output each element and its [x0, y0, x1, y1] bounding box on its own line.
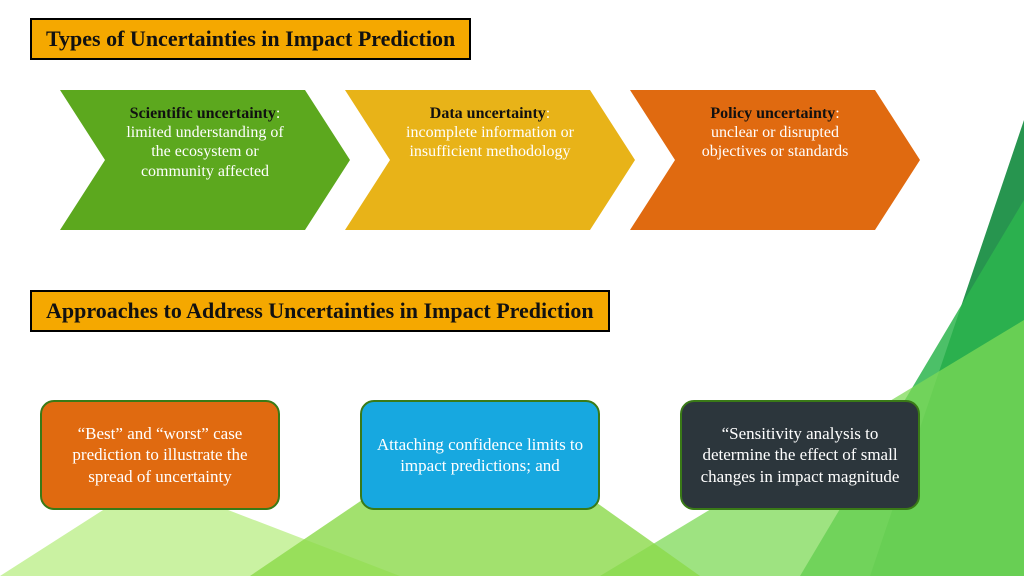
- chevron-0: Scientific uncertainty: limited understa…: [60, 90, 350, 230]
- approach-card-0: “Best” and “worst” case prediction to il…: [40, 400, 280, 510]
- approach-card-2: “Sensitivity analysis to determine the e…: [680, 400, 920, 510]
- chevron-label-1: Data uncertainty: incomplete information…: [400, 104, 580, 162]
- title-approaches: Approaches to Address Uncertainties in I…: [30, 290, 610, 332]
- approach-card-1: Attaching confidence limits to impact pr…: [360, 400, 600, 510]
- chevron-row: Scientific uncertainty: limited understa…: [60, 90, 940, 230]
- chevron-label-2: Policy uncertainty: unclear or disrupted…: [685, 104, 865, 162]
- chevron-1: Data uncertainty: incomplete information…: [345, 90, 635, 230]
- chevron-2: Policy uncertainty: unclear or disrupted…: [630, 90, 920, 230]
- chevron-label-0: Scientific uncertainty: limited understa…: [115, 104, 295, 181]
- title-types: Types of Uncertainties in Impact Predict…: [30, 18, 471, 60]
